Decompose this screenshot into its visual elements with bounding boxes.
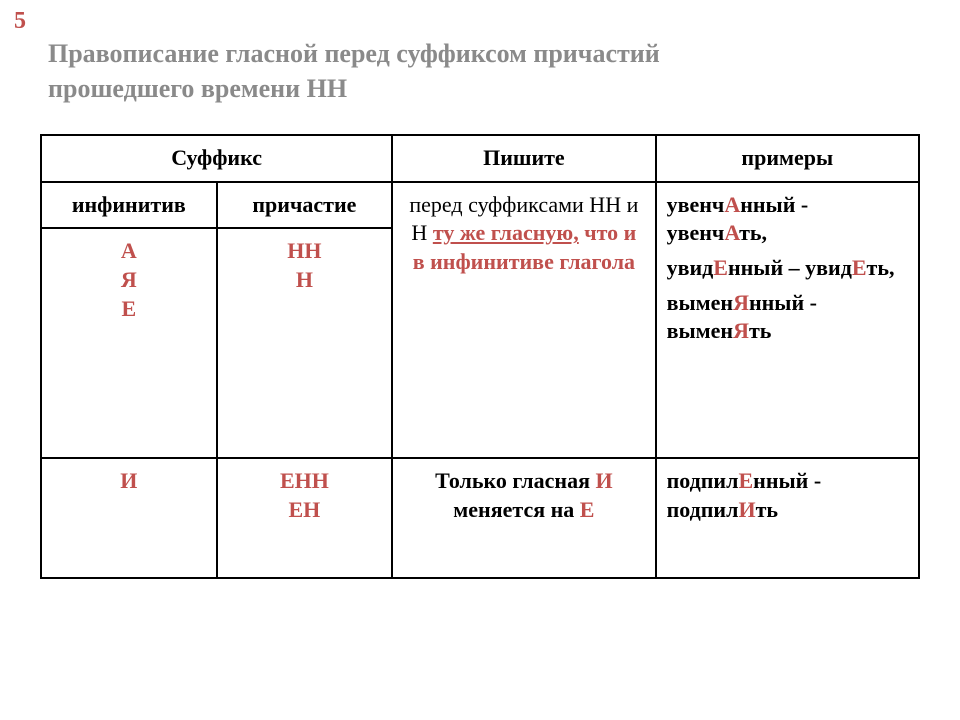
ex-highlight: И	[738, 497, 755, 522]
ex-text: вымен	[667, 290, 733, 315]
header-participle: причастие	[217, 182, 393, 229]
letter: И	[120, 468, 137, 493]
letter: ЕНН	[280, 468, 329, 493]
cell-examples-1: увенчАнный - увенчАть, увидЕнный – увидЕ…	[656, 182, 919, 459]
write2-e: Е	[580, 497, 595, 522]
ex-text: увид	[667, 255, 714, 280]
header-infinitive: инфинитив	[41, 182, 217, 229]
ex-text: ть,	[739, 220, 767, 245]
title-line-2: прошедшего времени НН	[48, 74, 347, 103]
ex-highlight: Е	[852, 255, 867, 280]
title-line-1: Правописание гласной перед суффиксом при…	[48, 39, 660, 68]
header-suffix: Суффикс	[41, 135, 392, 182]
header-write: Пишите	[392, 135, 655, 182]
cell-participle-1: НН Н	[217, 228, 393, 458]
ex-highlight: Е	[713, 255, 728, 280]
letter: НН	[287, 238, 321, 263]
grammar-table: Суффикс Пишите примеры инфинитив причаст…	[40, 134, 920, 579]
letter: Я	[121, 267, 137, 292]
table-header-row-1: Суффикс Пишите примеры	[41, 135, 919, 182]
cell-infinitive-2: И	[41, 458, 217, 578]
write2-hi: И	[595, 468, 612, 493]
ex-text: нный – увид	[728, 255, 852, 280]
letter: Н	[296, 267, 313, 292]
table-header-row-2: инфинитив причастие перед суффиксами НН …	[41, 182, 919, 229]
table-row-2: И ЕНН ЕН Только гласная И меняется на Е …	[41, 458, 919, 578]
ex-highlight: Я	[733, 290, 749, 315]
ex-highlight: А	[724, 192, 740, 217]
write2-mid: меняется на	[453, 497, 580, 522]
ex-text: увенч	[667, 192, 725, 217]
cell-examples-2: подпилЕнный - подпилИть	[656, 458, 919, 578]
ex-highlight: Е	[738, 468, 753, 493]
example-row: подпилЕнный - подпилИть	[667, 467, 908, 524]
page-number: 5	[14, 8, 26, 35]
ex-text: подпил	[667, 468, 739, 493]
cell-infinitive-1: А Я Е	[41, 228, 217, 458]
slide: 5 Правописание гласной перед суффиксом п…	[0, 0, 960, 720]
letter: Е	[121, 296, 136, 321]
header-examples: примеры	[656, 135, 919, 182]
cell-write-2: Только гласная И меняется на Е	[392, 458, 655, 578]
cell-participle-2: ЕНН ЕН	[217, 458, 393, 578]
cell-write-1: перед суффиксами НН и Н ту же гласную, ч…	[392, 182, 655, 459]
example-row: увенчАнный - увенчАть,	[667, 191, 908, 248]
write2-pre: Только гласная	[435, 468, 595, 493]
example-row: увидЕнный – увидЕть,	[667, 254, 908, 283]
ex-text: ть,	[867, 255, 895, 280]
ex-highlight: А	[724, 220, 739, 245]
example-row: выменЯнный - выменЯть	[667, 289, 908, 346]
ex-text: ть	[749, 318, 771, 343]
letter: ЕН	[288, 497, 320, 522]
letter: А	[121, 238, 137, 263]
write1-underlined: ту же гласную,	[433, 220, 579, 245]
ex-text: ть	[756, 497, 778, 522]
ex-highlight: Я	[733, 318, 749, 343]
slide-title: Правописание гласной перед суффиксом при…	[48, 36, 920, 106]
